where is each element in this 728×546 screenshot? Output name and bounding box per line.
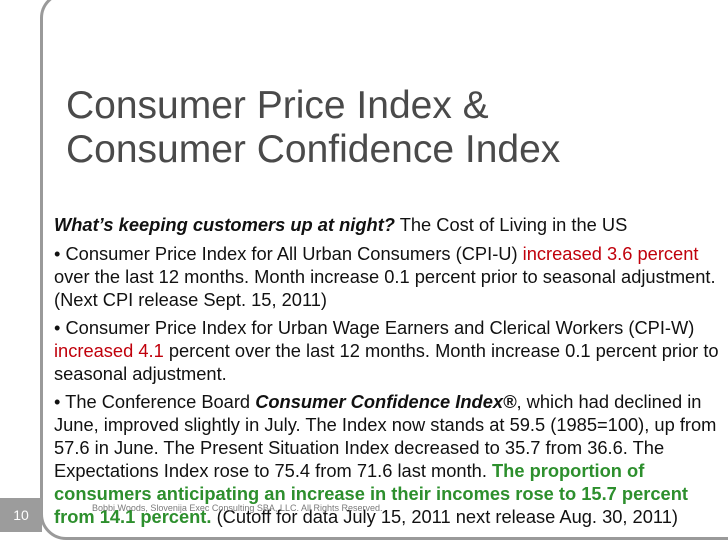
- cpi-w-text-1: • Consumer Price Index for Urban Wage Ea…: [54, 317, 695, 338]
- cci-text-2: , which had declined in June, improved s…: [54, 391, 717, 481]
- cpi-u-text-2: over the last 12 months. Month increase …: [54, 266, 716, 310]
- lead-line: What’s keeping customers up at night? Th…: [54, 213, 722, 236]
- cci-bullet: • The Conference Board Consumer Confiden…: [54, 390, 722, 528]
- cci-text-1: • The Conference Board: [54, 391, 256, 412]
- cpi-u-highlight: increased 3.6 percent: [522, 243, 699, 264]
- slide-footer: Bobbi Woods, Slovenija Exec Consulting S…: [92, 503, 383, 513]
- lead-rest: The Cost of Living in the US: [394, 214, 628, 235]
- slide-number: 10: [0, 498, 42, 532]
- lead-question: What’s keeping customers up at night?: [54, 214, 395, 235]
- cci-index-name: Consumer Confidence Index®: [255, 391, 517, 412]
- cpi-w-highlight: increased 4.1: [54, 340, 164, 361]
- slide-frame: [40, 0, 728, 540]
- cci-text-3: (Cutoff for data July 15, 2011 next rele…: [211, 506, 678, 527]
- slide-title: Consumer Price Index & Consumer Confiden…: [66, 84, 686, 172]
- cpi-w-text-2: percent over the last 12 months. Month i…: [54, 340, 719, 384]
- title-line-1: Consumer Price Index &: [66, 84, 489, 127]
- cci-highlight: The proportion of consumers anticipating…: [54, 460, 688, 527]
- cpi-u-bullet: • Consumer Price Index for All Urban Con…: [54, 242, 722, 311]
- slide-body: What’s keeping customers up at night? Th…: [54, 213, 722, 533]
- cpi-u-text-1: • Consumer Price Index for All Urban Con…: [54, 243, 523, 264]
- title-line-2: Consumer Confidence Index: [66, 128, 561, 171]
- cpi-w-bullet: • Consumer Price Index for Urban Wage Ea…: [54, 316, 722, 385]
